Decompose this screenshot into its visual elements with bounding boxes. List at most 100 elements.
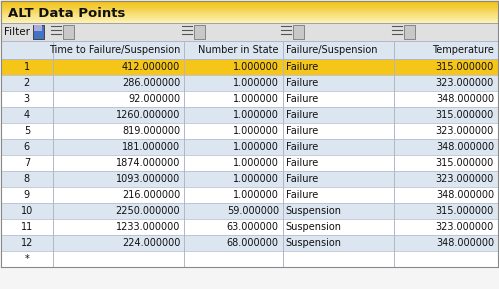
Text: 10: 10 — [21, 206, 33, 216]
Text: 2: 2 — [24, 78, 30, 88]
Text: 1: 1 — [24, 62, 30, 72]
Bar — [1, 235, 498, 251]
Text: 59.000000: 59.000000 — [227, 206, 279, 216]
Text: 1.000000: 1.000000 — [233, 158, 279, 168]
Text: 1.000000: 1.000000 — [233, 78, 279, 88]
Text: Failure: Failure — [286, 110, 318, 120]
Bar — [1, 203, 498, 219]
Bar — [1, 13, 498, 14]
Text: 11: 11 — [21, 222, 33, 232]
Text: 6: 6 — [24, 142, 30, 152]
Text: 1.000000: 1.000000 — [233, 142, 279, 152]
Bar — [1, 123, 498, 139]
Bar — [1, 9, 498, 10]
Bar — [1, 107, 498, 123]
Text: 1233.000000: 1233.000000 — [116, 222, 180, 232]
Text: 315.000000: 315.000000 — [436, 62, 494, 72]
Bar — [404, 25, 415, 39]
Text: 1874.000000: 1874.000000 — [116, 158, 180, 168]
Text: ALT Data Points: ALT Data Points — [8, 7, 125, 20]
Text: 348.000000: 348.000000 — [436, 94, 494, 104]
Bar — [1, 5, 498, 6]
Text: Failure: Failure — [286, 142, 318, 152]
Text: 412.000000: 412.000000 — [122, 62, 180, 72]
Text: 286.000000: 286.000000 — [122, 78, 180, 88]
Text: Suspension: Suspension — [286, 206, 342, 216]
Text: 819.000000: 819.000000 — [122, 126, 180, 136]
Text: 323.000000: 323.000000 — [436, 222, 494, 232]
Text: 216.000000: 216.000000 — [122, 190, 180, 200]
Text: 348.000000: 348.000000 — [436, 238, 494, 248]
Text: Failure: Failure — [286, 78, 318, 88]
Text: 323.000000: 323.000000 — [436, 78, 494, 88]
Text: *: * — [24, 254, 29, 264]
Bar — [1, 91, 498, 107]
Bar — [1, 8, 498, 9]
Bar — [1, 18, 498, 20]
Text: 92.000000: 92.000000 — [128, 94, 180, 104]
Text: 4: 4 — [24, 110, 30, 120]
Bar — [1, 139, 498, 155]
Bar — [1, 21, 498, 22]
Bar — [1, 22, 498, 23]
Text: Failure: Failure — [286, 190, 318, 200]
Text: 8: 8 — [24, 174, 30, 184]
Bar — [1, 15, 498, 16]
Text: 224.000000: 224.000000 — [122, 238, 180, 248]
Text: 1093.000000: 1093.000000 — [116, 174, 180, 184]
Text: 315.000000: 315.000000 — [436, 206, 494, 216]
Bar — [1, 75, 498, 91]
Bar — [1, 23, 498, 41]
Text: 323.000000: 323.000000 — [436, 126, 494, 136]
Bar — [1, 3, 498, 4]
Text: 12: 12 — [20, 238, 33, 248]
Bar — [1, 187, 498, 203]
Bar — [1, 219, 498, 235]
Text: 1260.000000: 1260.000000 — [116, 110, 180, 120]
Text: 315.000000: 315.000000 — [436, 158, 494, 168]
Bar — [1, 251, 498, 267]
Text: 9: 9 — [24, 190, 30, 200]
Bar — [1, 20, 498, 21]
Text: 1.000000: 1.000000 — [233, 190, 279, 200]
Bar — [1, 6, 498, 8]
Bar — [1, 171, 498, 187]
Text: 1.000000: 1.000000 — [233, 126, 279, 136]
Text: Failure: Failure — [286, 174, 318, 184]
Text: 63.000000: 63.000000 — [227, 222, 279, 232]
Bar — [1, 16, 498, 18]
Text: Failure: Failure — [286, 158, 318, 168]
Text: Suspension: Suspension — [286, 238, 342, 248]
Bar — [1, 155, 498, 171]
Text: 2250.000000: 2250.000000 — [116, 206, 180, 216]
Bar — [1, 1, 498, 2]
Text: 1.000000: 1.000000 — [233, 110, 279, 120]
Text: Time to Failure/Suspension: Time to Failure/Suspension — [49, 45, 180, 55]
Text: Number in State: Number in State — [199, 45, 279, 55]
Bar — [34, 25, 42, 31]
Bar — [1, 2, 498, 3]
Text: 3: 3 — [24, 94, 30, 104]
Bar — [194, 25, 205, 39]
Text: 348.000000: 348.000000 — [436, 142, 494, 152]
Text: Filter: Filter — [4, 27, 30, 37]
Text: 1.000000: 1.000000 — [233, 62, 279, 72]
Text: Failure/Suspension: Failure/Suspension — [286, 45, 377, 55]
Text: 323.000000: 323.000000 — [436, 174, 494, 184]
Bar — [1, 14, 498, 15]
Bar — [293, 25, 304, 39]
Bar — [1, 10, 498, 11]
Bar — [1, 11, 498, 12]
Bar — [63, 25, 74, 39]
Bar — [1, 12, 498, 13]
Text: 348.000000: 348.000000 — [436, 190, 494, 200]
Text: 181.000000: 181.000000 — [122, 142, 180, 152]
Text: 68.000000: 68.000000 — [227, 238, 279, 248]
Bar — [1, 41, 498, 59]
Text: Failure: Failure — [286, 126, 318, 136]
Bar — [1, 4, 498, 5]
Text: Failure: Failure — [286, 94, 318, 104]
Text: Failure: Failure — [286, 62, 318, 72]
Text: 315.000000: 315.000000 — [436, 110, 494, 120]
Text: 7: 7 — [24, 158, 30, 168]
